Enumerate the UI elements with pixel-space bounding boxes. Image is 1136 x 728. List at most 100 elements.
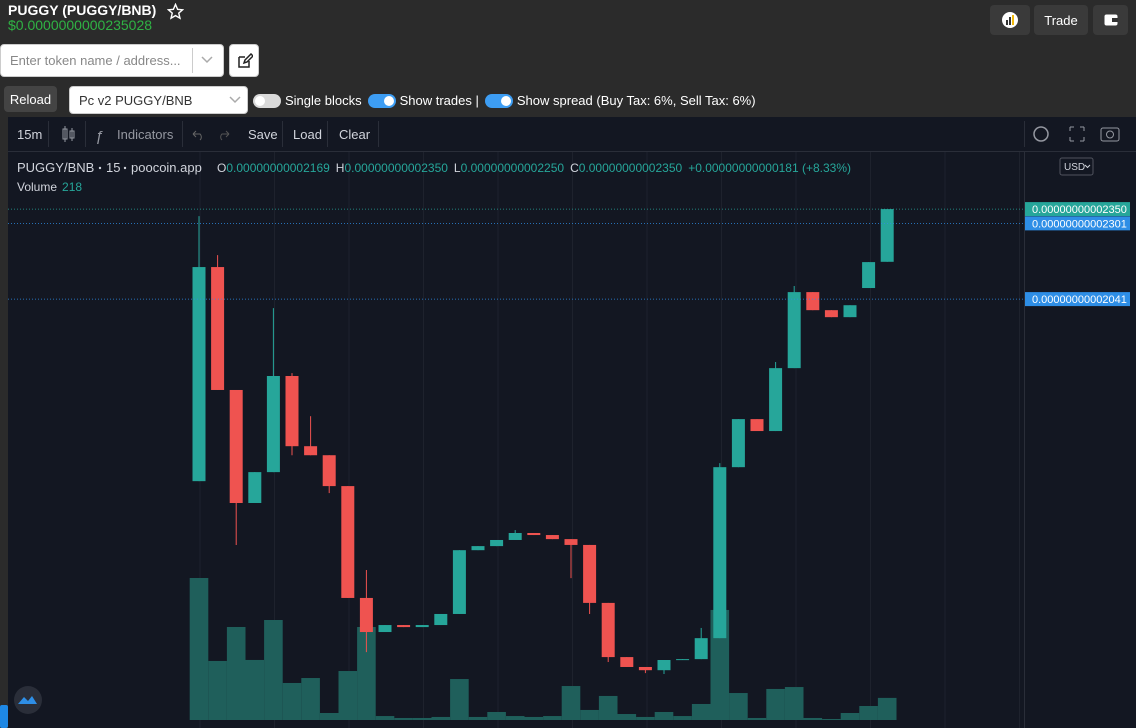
candle-body bbox=[731, 419, 745, 468]
volume-bar bbox=[357, 626, 376, 720]
currency: USD bbox=[1064, 162, 1085, 173]
candle-body bbox=[769, 368, 783, 432]
legend-source: poocoin.app bbox=[131, 160, 202, 175]
volume-bar bbox=[654, 711, 674, 720]
redo-icon[interactable] bbox=[220, 130, 230, 141]
candle-body bbox=[248, 472, 262, 503]
candle-body bbox=[490, 539, 504, 547]
toolbar-button[interactable]: Load bbox=[293, 127, 322, 142]
candle-body bbox=[229, 389, 243, 503]
candle-body bbox=[583, 544, 597, 603]
legend-interval: 15 bbox=[106, 160, 120, 175]
volume-bar bbox=[691, 703, 711, 720]
fx-icon: ƒ bbox=[95, 128, 103, 145]
candle-body bbox=[378, 625, 392, 633]
candle-body bbox=[713, 467, 727, 639]
volume-bar bbox=[543, 716, 562, 720]
legend-dot bbox=[123, 166, 127, 170]
legend-value: 0.00000000002350 bbox=[579, 161, 683, 175]
toggle[interactable] bbox=[253, 93, 281, 108]
candle-body bbox=[304, 446, 318, 456]
volume-bar bbox=[301, 678, 320, 720]
volume-bar bbox=[319, 713, 339, 720]
icon bbox=[1104, 14, 1118, 26]
toggle[interactable] bbox=[367, 93, 396, 108]
volume-bar bbox=[729, 693, 748, 720]
pair: Pc v2 PUGGY/BNB bbox=[79, 92, 193, 108]
candle-body bbox=[676, 659, 690, 661]
legend-value: 0.00000000002250 bbox=[461, 161, 565, 175]
search-input[interactable]: Enter token name / address... bbox=[0, 44, 224, 77]
settings-icon[interactable] bbox=[1033, 126, 1049, 142]
logo-mark bbox=[18, 696, 37, 704]
undo-icon[interactable] bbox=[192, 130, 202, 141]
volume-bar bbox=[617, 714, 637, 720]
toggle-label: Show trades | bbox=[399, 93, 479, 108]
volume-bar bbox=[412, 717, 432, 720]
side-tab[interactable] bbox=[0, 705, 8, 728]
volume-bar bbox=[673, 716, 692, 720]
toggles: Single blocks Show trades | Show spread (B… bbox=[253, 93, 762, 108]
toggle-label: Single blocks bbox=[285, 93, 362, 108]
pair-select[interactable]: Pc v2 PUGGY/BNB bbox=[69, 86, 248, 114]
fullscreen-icon[interactable] bbox=[1069, 126, 1085, 142]
candle-body bbox=[285, 375, 299, 447]
camera-lens bbox=[1106, 130, 1114, 139]
chart: 15m ƒ Indicators Save Load Clear USD PUGGY/… bbox=[0, 117, 1136, 728]
candle-body bbox=[471, 546, 485, 551]
volume-bar bbox=[580, 709, 599, 720]
candle-body bbox=[527, 532, 541, 536]
wallet-button[interactable] bbox=[1093, 5, 1128, 35]
candle-body bbox=[266, 375, 280, 473]
volume-bar bbox=[264, 619, 283, 720]
camera-icon[interactable] bbox=[1100, 127, 1120, 142]
interval-button[interactable]: 15m bbox=[17, 127, 42, 142]
volume-bar bbox=[189, 578, 209, 720]
reload-button[interactable]: Reload bbox=[4, 86, 57, 112]
legend-key: C bbox=[570, 161, 579, 175]
candle-body bbox=[862, 262, 876, 289]
volume-bar bbox=[524, 716, 544, 720]
candle-body bbox=[638, 666, 652, 671]
volume-bar bbox=[822, 718, 841, 720]
volume-bar bbox=[561, 686, 581, 720]
toggle-knob bbox=[383, 95, 394, 106]
price-label-bg bbox=[1025, 292, 1130, 307]
chart-icon-button[interactable] bbox=[990, 5, 1030, 35]
toolbar-button[interactable]: Save bbox=[248, 127, 278, 142]
volume-bar bbox=[636, 716, 655, 720]
currency-select[interactable] bbox=[1059, 157, 1094, 176]
candle-body bbox=[806, 292, 820, 311]
volume-bar bbox=[487, 711, 506, 720]
candle-body bbox=[601, 602, 615, 658]
chevron bbox=[201, 56, 213, 64]
toolbar-button[interactable]: Clear bbox=[339, 127, 371, 142]
candle-body bbox=[564, 539, 578, 545]
price-label: 0.00000000002301 bbox=[1032, 218, 1127, 230]
volume-bar bbox=[803, 717, 823, 720]
legend-value: 0.00000000002169 bbox=[226, 161, 330, 175]
candle-body bbox=[843, 305, 857, 318]
volume-bar bbox=[598, 695, 618, 720]
toggle-label: Show spread (Buy Tax: 6%, Sell Tax: 6%) bbox=[516, 93, 756, 108]
toolbar: Indicators Save Load Clear bbox=[48, 121, 1025, 147]
candle-body bbox=[787, 292, 801, 369]
candle-body bbox=[341, 486, 355, 598]
candle-body bbox=[434, 613, 448, 626]
legend-change: +0.00000000000181 (+8.33%) bbox=[688, 161, 851, 175]
volume-bar bbox=[338, 671, 358, 720]
candle-body bbox=[415, 625, 429, 628]
volume-bar bbox=[859, 706, 878, 720]
candle-body bbox=[192, 267, 206, 482]
favorite-star[interactable] bbox=[167, 3, 184, 20]
trade-button[interactable]: Trade bbox=[1034, 5, 1088, 35]
edit-button[interactable] bbox=[229, 44, 259, 77]
logo bbox=[14, 686, 42, 714]
toggle-knob bbox=[500, 95, 511, 106]
toggle[interactable] bbox=[484, 93, 513, 108]
candle-body bbox=[359, 597, 373, 633]
candle-body bbox=[397, 625, 411, 628]
legend: PUGGY/BNB 15 poocoin.app O 0.00000000002169 H… bbox=[17, 160, 851, 194]
toolbar-button[interactable]: Indicators bbox=[117, 127, 174, 142]
divider bbox=[192, 48, 193, 73]
